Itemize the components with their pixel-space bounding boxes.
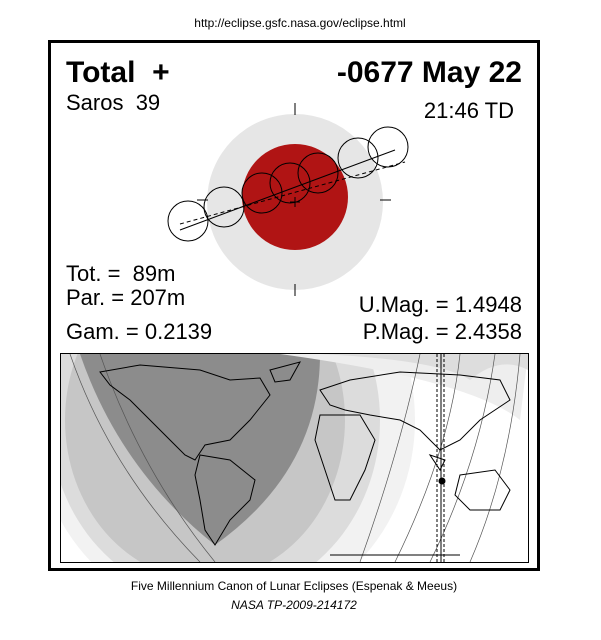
gamma: Gam. = 0.2139 — [66, 319, 212, 344]
shadow-diagram — [167, 103, 409, 296]
url: http://eclipse.gsfc.nasa.gov/eclipse.htm… — [194, 16, 405, 30]
frame — [48, 40, 540, 571]
penumbral-magnitude: P.Mag. = 2.4358 — [363, 319, 522, 344]
moon-path — [179, 149, 396, 231]
time: 21:46 TD — [424, 98, 514, 123]
eclipse-type: Total + — [66, 56, 170, 89]
saros: Saros 39 — [66, 90, 160, 115]
world-map — [61, 354, 528, 562]
umbral-magnitude: U.Mag. = 1.4948 — [359, 292, 522, 317]
eclipse-date: -0677 May 22 — [337, 56, 522, 89]
totality: Tot. = 89m — [66, 261, 175, 286]
canon-credit: Five Millennium Canon of Lunar Eclipses … — [131, 579, 457, 593]
map-frame — [60, 353, 529, 563]
partial: Par. = 207m — [66, 285, 185, 310]
reference: NASA TP-2009-214172 — [231, 598, 357, 612]
ecliptic — [179, 161, 406, 225]
